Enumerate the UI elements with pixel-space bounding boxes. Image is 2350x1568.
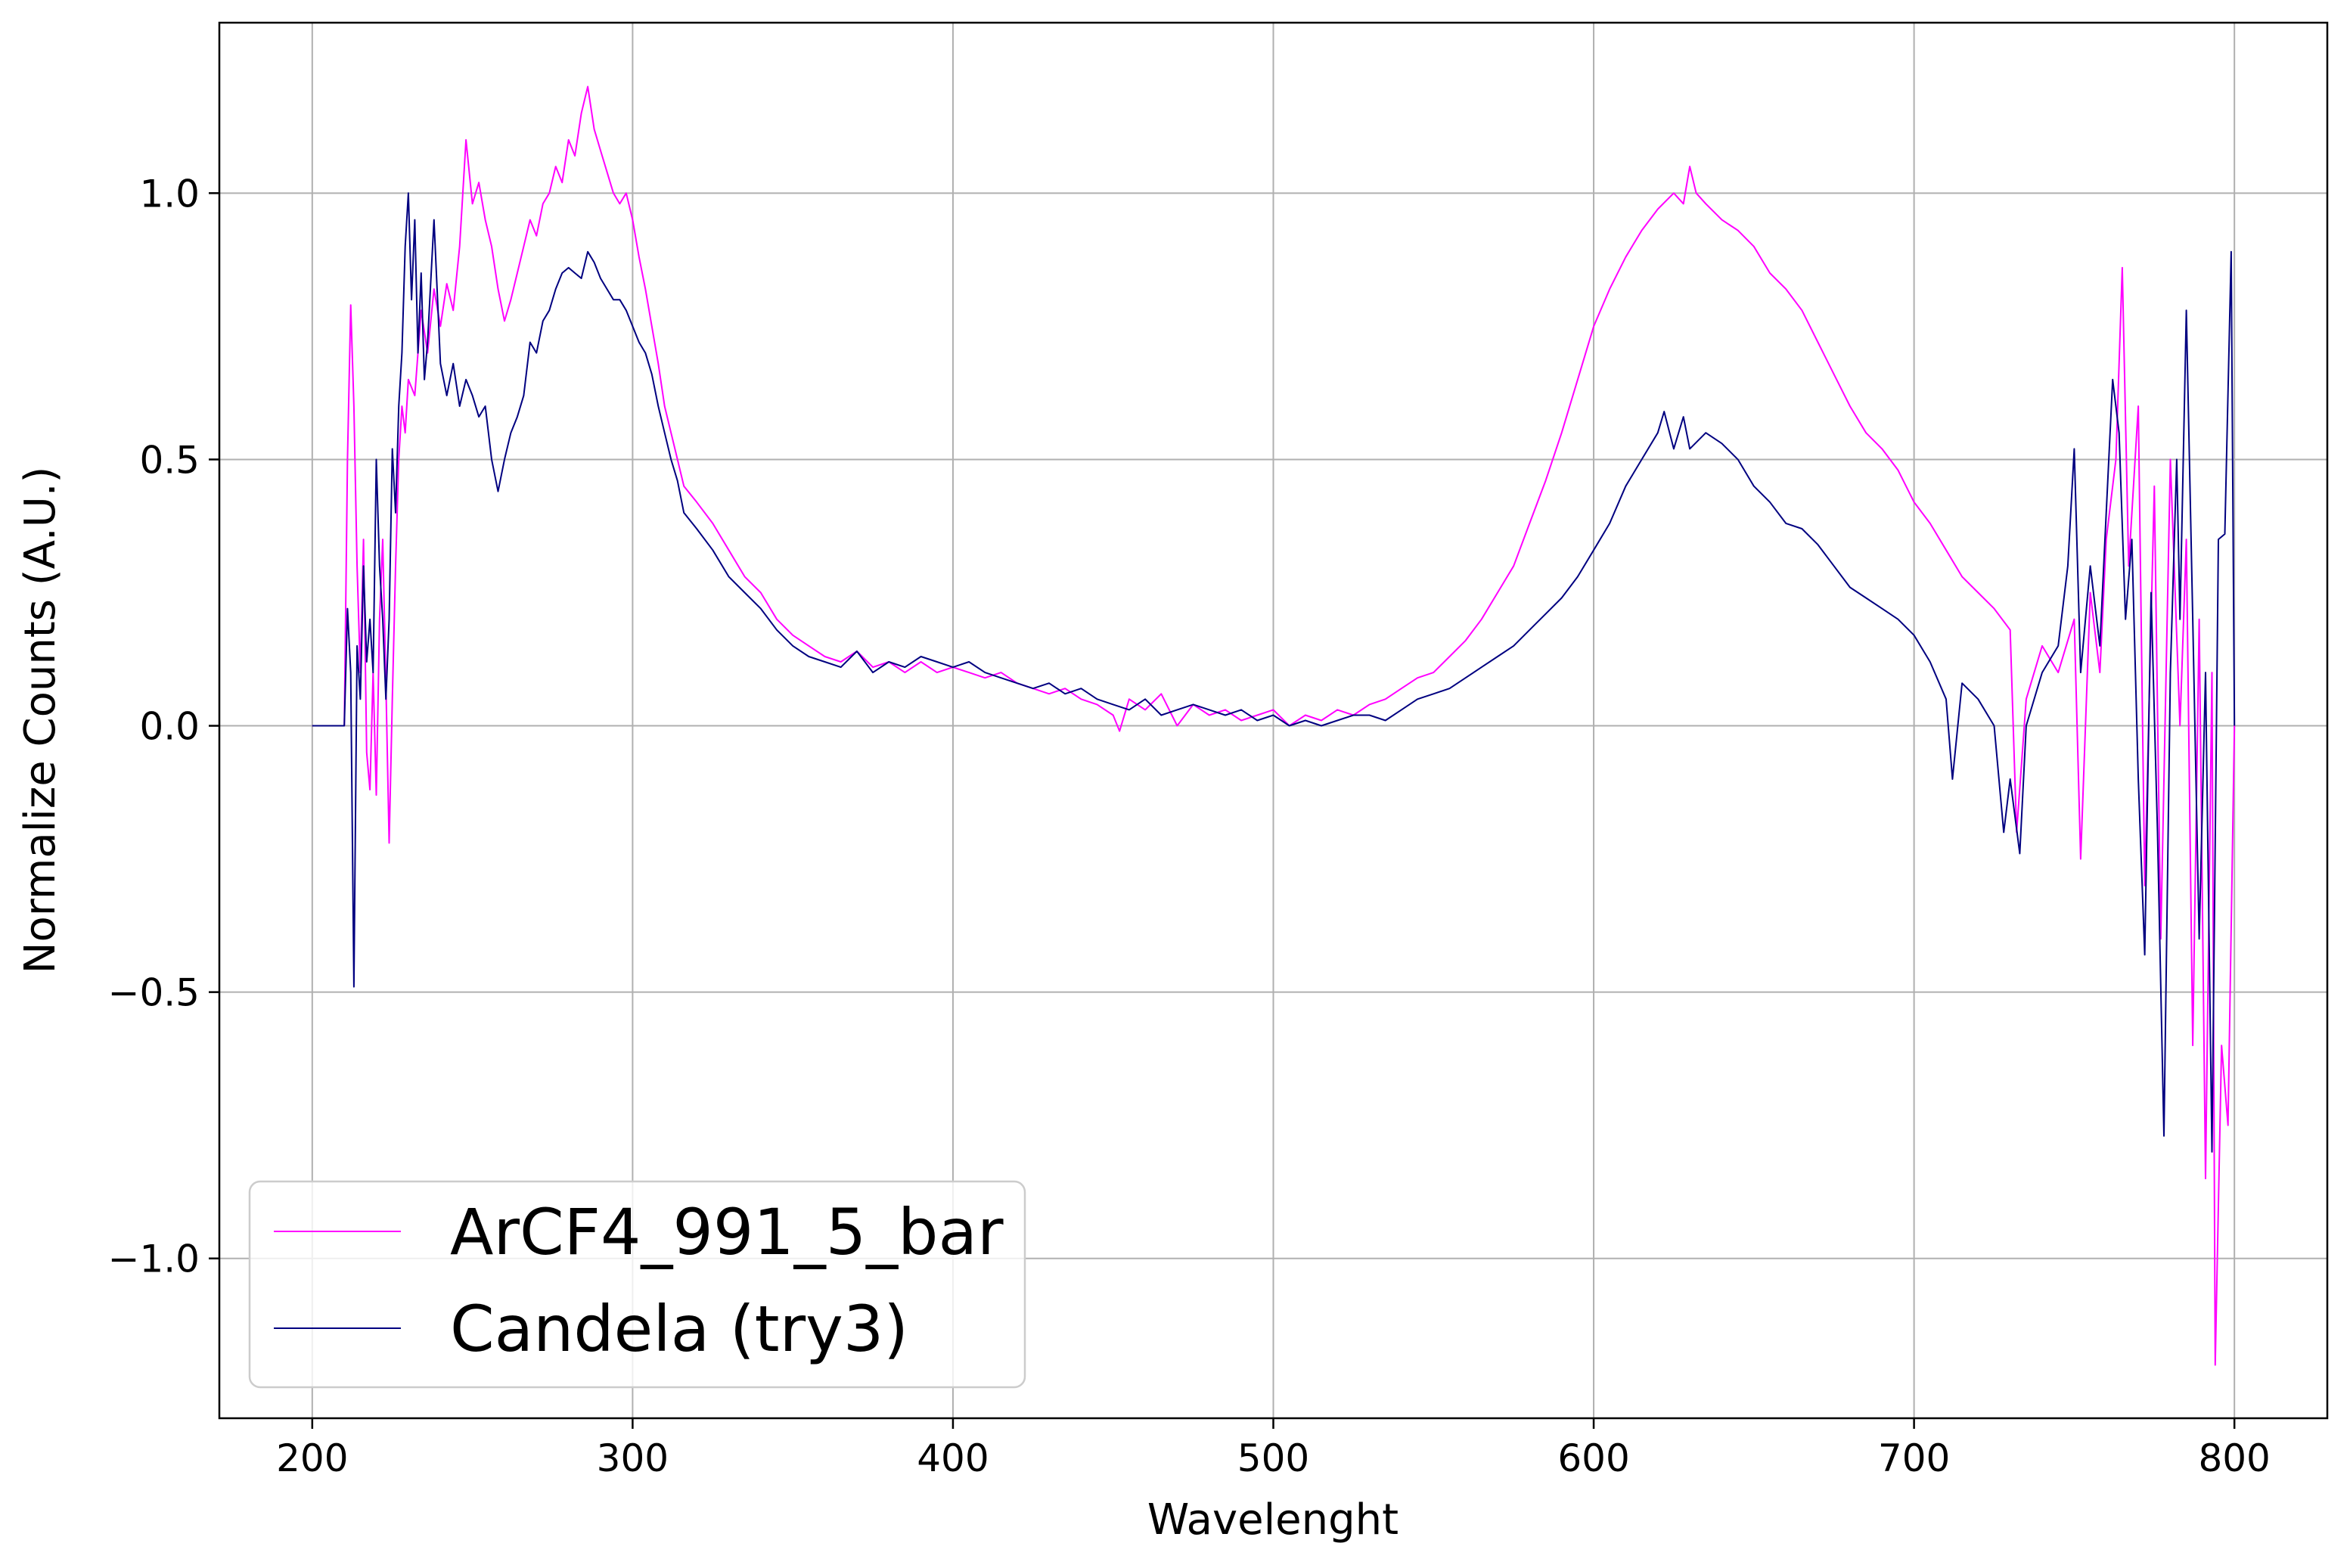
- y-tick-label: 1.0: [139, 172, 200, 216]
- x-tick-label: 500: [1237, 1436, 1309, 1480]
- y-tick-label: 0.0: [139, 705, 200, 749]
- x-tick-label: 600: [1557, 1436, 1629, 1480]
- x-tick-label: 200: [276, 1436, 348, 1480]
- ticks: 200 300 400 500 600 700 800 −1.0 −0.5 0.0 0.5 1.0: [108, 172, 2271, 1480]
- x-tick-label: 400: [917, 1436, 989, 1480]
- y-tick-label: −1.0: [108, 1237, 200, 1281]
- y-axis-label: Normalize Counts (A.U.): [16, 467, 65, 974]
- x-tick-label: 800: [2198, 1436, 2270, 1480]
- legend-label-candela: Candela (try3): [450, 1292, 908, 1366]
- x-tick-label: 300: [597, 1436, 669, 1480]
- x-axis-label: Wavelenght: [1147, 1495, 1399, 1545]
- x-tick-label: 700: [1878, 1436, 1950, 1480]
- series-lines: [312, 85, 2236, 1366]
- legend-label-arcf4: ArCF4_991_5_bar: [450, 1195, 1004, 1269]
- y-tick-label: 0.5: [139, 438, 200, 482]
- series-line-arcf4-991-5-bar: [312, 85, 2236, 1366]
- legend: ArCF4_991_5_bar Candela (try3): [248, 1180, 1026, 1389]
- series-line-candela-try3: [312, 192, 2236, 1153]
- y-tick-label: −0.5: [108, 971, 200, 1015]
- legend-box: [248, 1180, 1026, 1389]
